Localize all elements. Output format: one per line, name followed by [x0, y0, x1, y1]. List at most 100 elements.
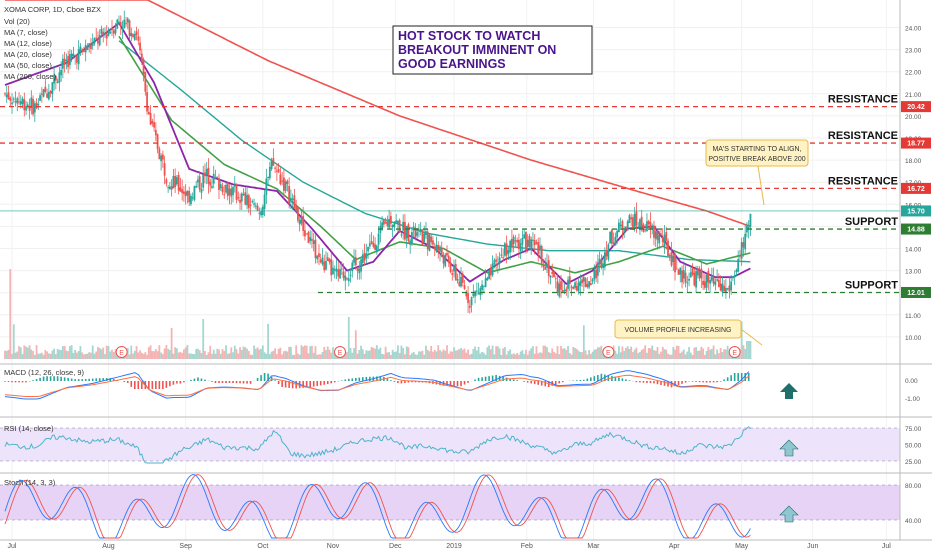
volume-bar — [723, 349, 726, 359]
volume-bar — [698, 350, 701, 359]
candle-body — [475, 290, 478, 292]
volume-bar — [681, 351, 683, 359]
candle-body — [214, 177, 217, 179]
candle-body — [618, 222, 620, 232]
legend-vol[interactable]: Vol (20) — [4, 17, 30, 26]
macd-bar — [263, 373, 266, 381]
legend-ma50[interactable]: MA (50, close) — [4, 61, 52, 70]
candle-body — [681, 270, 683, 283]
candle-body — [232, 186, 234, 196]
volume-bar — [428, 351, 431, 359]
volume-bar — [642, 348, 645, 359]
candle-body — [139, 42, 141, 51]
candle-body — [177, 174, 180, 191]
macd-bar — [716, 381, 718, 383]
candle-body — [732, 276, 734, 278]
volume-bar — [489, 349, 492, 359]
volume-bar — [275, 354, 278, 359]
volume-bar — [460, 348, 462, 359]
candle-body — [90, 45, 92, 49]
volume-bar — [37, 353, 40, 359]
legend-ma200[interactable]: MA (200, close) — [4, 72, 57, 81]
candle-body — [540, 246, 543, 264]
macd-bar — [56, 376, 59, 381]
candle-body — [332, 267, 334, 274]
candle-body — [174, 175, 177, 188]
candle-body — [377, 233, 380, 245]
candle-body — [135, 31, 138, 36]
candle-body — [161, 154, 164, 160]
candle-body — [495, 259, 498, 262]
volume-bar — [228, 353, 231, 359]
candle-body — [509, 240, 512, 253]
volume-bar — [377, 349, 380, 359]
candle-body — [500, 254, 503, 256]
volume-bar — [267, 323, 269, 359]
volume-bar — [386, 352, 389, 359]
candle-body — [554, 278, 557, 280]
candle-body — [40, 93, 43, 95]
level-lines[interactable]: RESISTANCE 20.42 RESISTANCE 18.77 RESISTANCE… — [0, 94, 931, 298]
candle-body — [710, 275, 713, 281]
headline-box[interactable]: HOT STOCK TO WATCH BREAKOUT IMMINENT ON … — [392, 25, 593, 75]
earnings-icon[interactable] — [115, 346, 128, 358]
candle-body — [335, 268, 338, 272]
candle-body — [235, 183, 238, 200]
volume-bar — [423, 354, 426, 359]
candle-body — [537, 241, 540, 254]
ma-callout[interactable]: MA'S STARTING TO ALIGN, POSITIVE BREAK A… — [705, 139, 809, 206]
candle-body — [142, 59, 145, 75]
volume-bar — [447, 353, 450, 359]
rsi-pane[interactable]: RSI (14, close) 75.00 50.00 25.00 — [0, 416, 932, 466]
volume-bar — [153, 351, 155, 359]
volume-bar — [202, 319, 205, 359]
time-tick: Sep — [179, 543, 192, 550]
candle-body — [744, 233, 747, 250]
earnings-icon[interactable] — [602, 346, 615, 358]
candle-body — [11, 102, 13, 105]
legend-ma20[interactable]: MA (20, close) — [4, 50, 52, 59]
macd-bar — [46, 376, 48, 381]
symbol-title[interactable]: XOMA CORP, 1D, Cboe BZX — [4, 5, 101, 14]
volume-bar — [712, 345, 715, 359]
volume-bar — [684, 354, 687, 359]
volume-callout[interactable]: VOLUME PROFILE INCREASING — [614, 319, 763, 346]
volume-callout-text: VOLUME PROFILE INCREASING — [625, 327, 732, 334]
legend-ma7[interactable]: MA (7, close) — [4, 28, 48, 37]
volume-bar — [567, 346, 569, 359]
macd-bar — [558, 381, 561, 384]
earnings-icon[interactable] — [728, 346, 741, 358]
stoch-pane[interactable]: Stoch (14, 3, 3) 80.00 40.00 — [0, 472, 932, 539]
macd-bar — [126, 381, 129, 383]
volume-bar — [40, 352, 43, 359]
volume-bar — [665, 349, 668, 359]
macd-bar — [723, 379, 725, 381]
candle-body — [368, 243, 371, 247]
volume-bar — [549, 353, 552, 359]
macd-pane[interactable]: MACD (12, 26, close, 9) 0.00 -1.00 — [0, 363, 932, 403]
volume-bar — [333, 352, 336, 359]
macd-bar — [190, 379, 192, 381]
macd-bar — [49, 376, 52, 381]
volume-bar — [742, 345, 745, 359]
volume-bar — [512, 353, 515, 359]
candle-body — [542, 265, 545, 268]
volume-bar — [409, 354, 412, 359]
volume-bar — [53, 348, 56, 359]
volume-bar — [672, 346, 675, 359]
level-price-tag — [901, 286, 931, 298]
macd-bar — [288, 381, 290, 388]
candle-body — [53, 74, 56, 84]
earnings-icon[interactable] — [334, 346, 347, 358]
legend-ma12[interactable]: MA (12, close) — [4, 39, 52, 48]
macd-bar — [109, 378, 112, 381]
volume-bar — [61, 346, 64, 359]
level-price-tag — [901, 182, 931, 194]
volume-bar — [468, 354, 471, 359]
volume-bar — [253, 345, 255, 359]
candle-body — [207, 167, 210, 184]
candle-body — [35, 102, 38, 109]
macd-bar — [611, 375, 613, 381]
